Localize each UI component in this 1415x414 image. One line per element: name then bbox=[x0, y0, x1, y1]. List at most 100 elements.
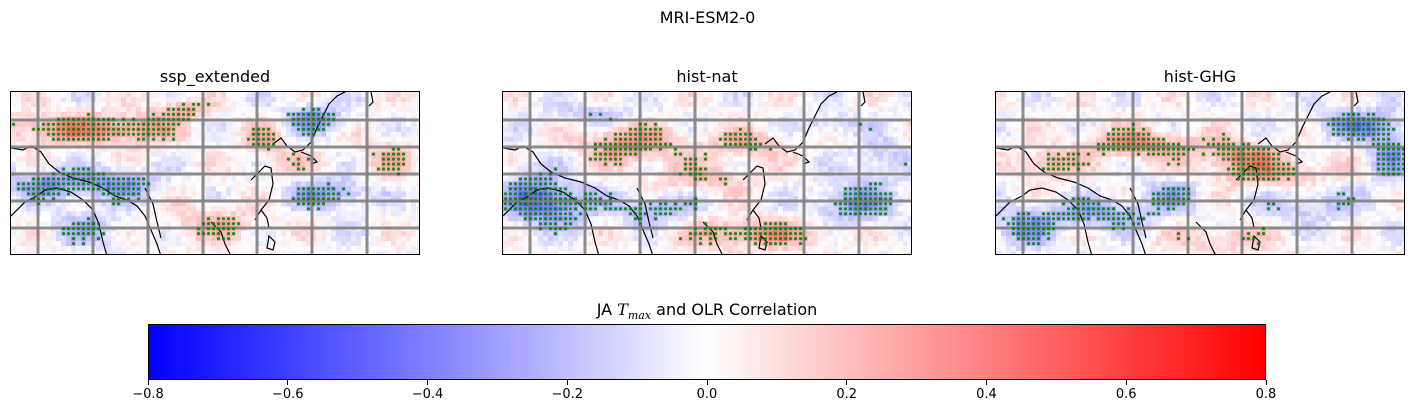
heatmap-cell bbox=[401, 176, 407, 182]
heatmap-cell bbox=[593, 181, 599, 187]
heatmap-cell bbox=[558, 92, 564, 98]
heatmap-cell bbox=[713, 106, 719, 113]
heatmap-cell bbox=[61, 156, 67, 162]
heatmap-cell bbox=[603, 181, 609, 187]
heatmap-cell bbox=[31, 231, 37, 237]
significance-dot bbox=[136, 187, 141, 191]
significance-dot bbox=[81, 122, 86, 126]
significance-dot bbox=[106, 137, 111, 141]
heatmap-cell bbox=[778, 131, 784, 138]
heatmap-cell bbox=[798, 92, 804, 98]
heatmap-cell bbox=[326, 106, 332, 113]
heatmap-cell bbox=[843, 92, 849, 98]
heatmap-cell bbox=[251, 231, 257, 237]
significance-dot bbox=[91, 132, 96, 136]
heatmap-cell bbox=[241, 136, 247, 143]
heatmap-cell bbox=[286, 141, 292, 148]
heatmap-cell bbox=[903, 96, 909, 103]
heatmap-cell bbox=[406, 201, 412, 207]
heatmap-cell bbox=[878, 141, 884, 148]
heatmap-cell bbox=[66, 221, 72, 227]
heatmap-cell bbox=[823, 161, 829, 167]
heatmap-cell bbox=[753, 166, 759, 172]
heatmap-cell bbox=[71, 161, 77, 167]
significance-dot bbox=[76, 232, 81, 236]
heatmap-cell bbox=[121, 221, 127, 227]
significance-dot bbox=[101, 232, 106, 236]
heatmap-cell bbox=[251, 246, 257, 252]
heatmap-cell bbox=[903, 151, 909, 158]
heatmap-cell bbox=[371, 92, 377, 98]
significance-dot bbox=[91, 182, 96, 186]
heatmap-cell bbox=[903, 136, 909, 143]
significance-dot bbox=[66, 232, 71, 236]
heatmap-cell bbox=[136, 106, 142, 113]
heatmap-cell bbox=[336, 206, 342, 212]
heatmap-cell bbox=[156, 206, 162, 212]
heatmap-cell bbox=[543, 106, 549, 113]
heatmap-cell bbox=[181, 136, 187, 143]
heatmap-cell bbox=[236, 92, 242, 98]
heatmap-cell bbox=[76, 141, 82, 148]
heatmap-cell bbox=[136, 141, 142, 148]
significance-dot bbox=[31, 177, 36, 181]
heatmap-cell bbox=[903, 92, 909, 98]
heatmap-cell bbox=[573, 131, 579, 138]
significance-dot bbox=[311, 122, 316, 126]
heatmap-cell bbox=[331, 126, 337, 133]
heatmap-cell bbox=[396, 131, 402, 138]
heatmap-cell bbox=[603, 186, 609, 192]
heatmap-cell bbox=[396, 211, 402, 217]
significance-dot bbox=[301, 112, 306, 116]
heatmap-cell bbox=[31, 111, 37, 118]
heatmap-cell bbox=[703, 181, 709, 187]
heatmap-cell bbox=[171, 246, 177, 252]
heatmap-cell bbox=[46, 211, 52, 217]
heatmap-cell bbox=[533, 106, 539, 113]
heatmap-cell bbox=[563, 151, 569, 158]
heatmap-cell bbox=[743, 96, 749, 103]
heatmap-cell bbox=[873, 146, 879, 153]
significance-dot bbox=[221, 227, 226, 231]
heatmap-cell bbox=[773, 191, 779, 197]
heatmap-cell bbox=[518, 92, 524, 98]
significance-dot bbox=[71, 182, 76, 186]
heatmap-cell bbox=[578, 136, 584, 143]
heatmap-cell bbox=[411, 161, 417, 167]
heatmap-cell bbox=[391, 201, 397, 207]
heatmap-cell bbox=[21, 121, 27, 128]
heatmap-cell bbox=[276, 196, 282, 202]
heatmap-cell bbox=[688, 121, 694, 128]
significance-dot bbox=[141, 137, 146, 141]
heatmap-cell bbox=[131, 251, 137, 254]
heatmap-cell bbox=[558, 166, 564, 172]
heatmap-cell bbox=[246, 246, 252, 252]
heatmap-cell bbox=[668, 186, 674, 192]
heatmap-cell bbox=[808, 131, 814, 138]
heatmap-cell bbox=[798, 151, 804, 158]
heatmap-cell bbox=[553, 131, 559, 138]
significance-dot bbox=[46, 122, 51, 126]
heatmap-cell bbox=[753, 181, 759, 187]
heatmap-cell bbox=[371, 161, 377, 167]
significance-dot bbox=[386, 157, 391, 161]
significance-dot bbox=[21, 187, 26, 191]
heatmap-cell bbox=[888, 131, 894, 138]
heatmap-cell bbox=[688, 92, 694, 98]
heatmap-cell bbox=[553, 146, 559, 153]
heatmap-cell bbox=[101, 111, 107, 118]
heatmap-cell bbox=[311, 161, 317, 167]
heatmap-cell bbox=[126, 206, 132, 212]
heatmap-cell bbox=[216, 101, 222, 108]
heatmap-cell bbox=[131, 151, 137, 158]
heatmap-cell bbox=[101, 146, 107, 153]
heatmap-cell bbox=[231, 136, 237, 143]
significance-dot bbox=[271, 142, 276, 146]
heatmap-cell bbox=[211, 151, 217, 158]
heatmap-cell bbox=[518, 141, 524, 148]
heatmap-cell bbox=[803, 166, 809, 172]
heatmap-cell bbox=[543, 92, 549, 98]
heatmap-cell bbox=[748, 196, 754, 202]
heatmap-cell bbox=[533, 131, 539, 138]
significance-dot bbox=[151, 117, 156, 121]
